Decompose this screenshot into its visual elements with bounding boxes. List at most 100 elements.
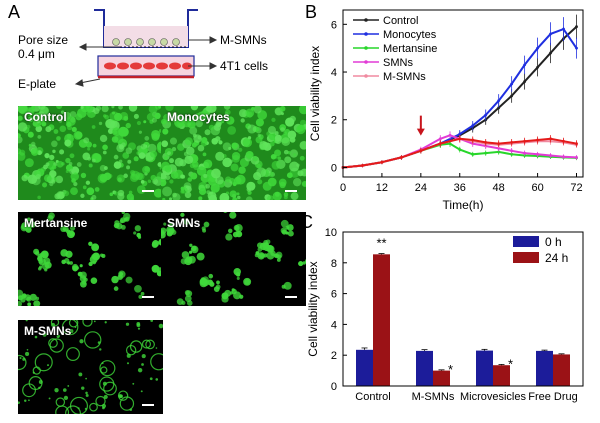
cell	[140, 390, 143, 393]
cell	[299, 119, 306, 126]
cell	[227, 125, 237, 135]
schematic-arrows	[74, 36, 218, 87]
cell	[80, 172, 87, 179]
cell	[276, 258, 281, 262]
cell	[238, 109, 248, 118]
cell	[239, 294, 244, 299]
y-tick-label: 8	[331, 258, 337, 270]
micrograph-cells	[161, 212, 306, 306]
cell	[122, 152, 130, 159]
scale-bar	[285, 190, 297, 192]
cell	[235, 230, 243, 238]
cell	[133, 231, 137, 235]
transwell-schematic: Pore size 0.4 μm M-SMNs 4T1 cells E-plat…	[18, 9, 268, 91]
x-tick-label: M-SMNs	[412, 391, 455, 403]
x-tick-label: Free Drug	[528, 391, 578, 403]
cell	[71, 178, 77, 184]
cell	[117, 274, 123, 280]
cell	[284, 156, 292, 164]
cell-ring	[125, 344, 137, 356]
cell	[184, 137, 193, 146]
micrograph-cells	[161, 106, 306, 200]
cell	[205, 183, 211, 189]
cell	[155, 347, 158, 349]
micrograph-label: Mertansine	[24, 216, 88, 230]
cell	[180, 258, 187, 265]
cell	[101, 106, 109, 113]
cell	[188, 250, 193, 254]
data-point	[497, 150, 501, 154]
cell	[266, 251, 275, 260]
cell	[132, 382, 135, 385]
data-point	[575, 156, 578, 159]
cell	[201, 137, 208, 144]
cell	[114, 220, 120, 226]
micrograph-background	[18, 320, 163, 414]
x-axis-label: Time(h)	[443, 198, 484, 212]
micrograph-control: Control	[18, 106, 163, 200]
cell-ring	[95, 395, 106, 407]
cell	[200, 173, 210, 183]
cell	[130, 170, 141, 181]
cell	[111, 275, 119, 284]
significance-marker: *	[508, 356, 513, 371]
cell	[153, 267, 157, 272]
cell	[126, 362, 130, 365]
cell	[93, 320, 96, 323]
cell	[18, 133, 21, 139]
cell	[256, 163, 261, 169]
cell	[99, 348, 102, 351]
cell	[27, 131, 34, 138]
cell	[162, 197, 166, 200]
cell	[269, 141, 275, 147]
legend-label: SMNs	[383, 57, 413, 69]
cell	[229, 190, 237, 198]
cell	[161, 178, 167, 187]
cell	[113, 161, 122, 169]
cell	[151, 241, 159, 248]
cell	[233, 224, 240, 231]
cell	[45, 126, 52, 133]
cell	[65, 250, 73, 258]
y-tick-label: 0	[331, 162, 337, 174]
cell	[226, 116, 235, 125]
cell	[29, 293, 37, 301]
cell	[56, 335, 60, 339]
cell	[217, 121, 222, 126]
cell	[225, 176, 232, 183]
cell	[49, 170, 57, 178]
cell	[69, 111, 77, 118]
micrograph-image	[161, 212, 306, 306]
legend: Control Monocytes Mertansine SMNs M-SMNs	[353, 15, 437, 83]
cell	[279, 106, 286, 112]
cell	[109, 192, 114, 197]
cell	[151, 133, 160, 141]
cell	[28, 399, 30, 402]
cell	[215, 151, 225, 161]
cell	[163, 113, 171, 122]
cell	[136, 120, 142, 126]
cell	[91, 194, 97, 200]
cell	[27, 302, 32, 306]
micrograph-image	[161, 106, 306, 200]
cell	[30, 148, 39, 156]
data-point	[448, 142, 452, 146]
cell	[63, 190, 70, 197]
cell	[107, 128, 114, 134]
cell	[211, 168, 221, 179]
cell	[69, 232, 74, 237]
cell	[169, 113, 178, 122]
pore-size-label: Pore size	[18, 33, 68, 47]
cell	[224, 109, 231, 116]
cell	[274, 131, 279, 136]
panel-letter-b: B	[305, 2, 318, 22]
cell	[44, 153, 50, 159]
cell	[198, 196, 203, 200]
cell	[79, 264, 83, 268]
x-tick-label: Microvesicles	[460, 391, 527, 403]
cell	[121, 212, 125, 215]
cell	[147, 143, 157, 153]
data-point	[549, 32, 552, 36]
data-point	[562, 139, 565, 143]
cell	[19, 356, 22, 360]
